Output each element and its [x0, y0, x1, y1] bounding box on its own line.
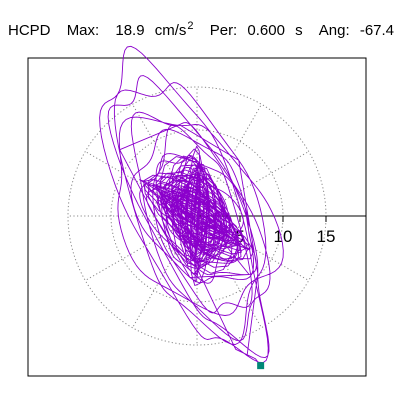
period-value: 0.600: [247, 22, 285, 39]
radial-tick-label-15: 15: [317, 227, 336, 246]
max-unit-exponent: 2: [187, 20, 194, 32]
motion-trace: [99, 45, 284, 366]
max-label: Max:: [66, 22, 100, 39]
end-markers: [257, 362, 265, 370]
station-code: HCPD: [8, 22, 51, 39]
chart-header: HCPD Max: 18.9 cm/s2 Per: 0.600 s Ang: -…: [8, 14, 394, 39]
angle-value: -67.4: [359, 22, 395, 39]
trace-end-marker: [257, 362, 265, 370]
angle-label: Ang:: [318, 22, 350, 39]
max-value: 18.9: [115, 22, 145, 39]
max-unit: cm/s2: [155, 14, 194, 43]
radial-tick-label-5: 5: [235, 227, 244, 246]
period-label: Per:: [209, 22, 238, 39]
trace-path: [99, 45, 284, 366]
max-unit-text: cm/s: [154, 22, 187, 39]
period-unit: s: [295, 22, 303, 39]
radial-tick-label-10: 10: [274, 227, 293, 246]
polar-axes: 5 10 15: [197, 215, 366, 246]
plot-frame: [27, 57, 367, 377]
